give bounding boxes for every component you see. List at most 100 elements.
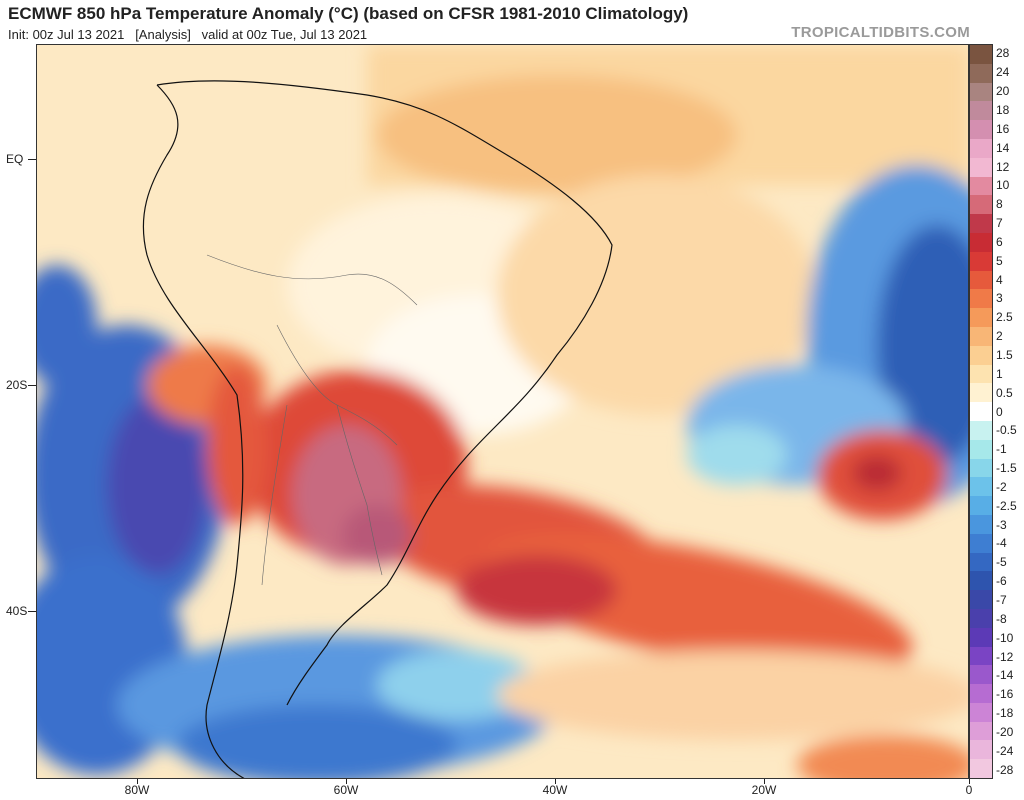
colorbar-swatch [970, 251, 992, 271]
anomaly-map[interactable] [36, 44, 969, 779]
lon-label-20w: 20W [751, 783, 777, 797]
colorbar-swatch [970, 63, 992, 83]
colorbar-label: 3 [996, 291, 1003, 306]
coastlines [142, 80, 613, 778]
colorbar-label: -1 [996, 442, 1007, 457]
colorbar-label: 14 [996, 140, 1010, 155]
colorbar-label: 7 [996, 216, 1003, 231]
map-canvas [37, 45, 968, 778]
colorbar-label: -12 [996, 649, 1014, 664]
colorbar-swatch [970, 364, 992, 384]
colorbar-swatch [970, 684, 992, 703]
colorbar-swatch [970, 138, 992, 158]
lon-tick [555, 779, 556, 784]
lon-tick [137, 779, 138, 784]
colorbar-swatch [970, 176, 992, 196]
colorbar-swatch [970, 326, 992, 346]
init-valid-time: Init: 00z Jul 13 2021 [Analysis] valid a… [8, 27, 368, 42]
colorbar-swatch [970, 590, 992, 609]
lat-tick [28, 385, 36, 386]
colorbar-label: 18 [996, 102, 1010, 117]
colorbar-label: 24 [996, 65, 1010, 80]
lon-label-60w: 60W [333, 783, 359, 797]
colorbar-swatch [970, 232, 992, 252]
colorbar-label: 10 [996, 178, 1010, 193]
colorbar-swatch [970, 608, 992, 628]
colorbar-label: -24 [996, 743, 1014, 758]
colorbar-label: 4 [996, 272, 1003, 287]
colorbar-label: -3 [996, 517, 1007, 532]
colorbar-label: 2 [996, 329, 1003, 344]
lon-label-40w: 40W [542, 783, 568, 797]
colorbar-label: -20 [996, 724, 1014, 739]
colorbar-swatch [970, 759, 992, 779]
country-borders [206, 254, 418, 586]
colorbar-swatch [970, 214, 992, 233]
colorbar-swatch [970, 383, 992, 403]
lat-label-eq: EQ [6, 152, 24, 166]
colorbar-label: 8 [996, 197, 1003, 212]
colorbar-swatch [970, 45, 992, 64]
colorbar-swatch [970, 270, 992, 290]
colorbar-label: 1 [996, 366, 1003, 381]
colorbar-swatch [970, 496, 992, 515]
colorbar-swatch [970, 740, 992, 760]
colorbar-swatch [970, 477, 992, 497]
colorbar-label: -28 [996, 762, 1014, 777]
colorbar-swatch [970, 402, 992, 421]
colorbar-swatch [970, 120, 992, 139]
colorbar-swatch [970, 289, 992, 309]
colorbar-label: 20 [996, 84, 1010, 99]
colorbar-swatch [970, 458, 992, 478]
colorbar-label: -7 [996, 592, 1007, 607]
lat-tick [28, 611, 36, 612]
colorbar-label: -2 [996, 479, 1007, 494]
colorbar-label: 6 [996, 234, 1003, 249]
colorbar-swatch [970, 514, 992, 534]
colorbar-label: 28 [996, 46, 1010, 61]
colorbar-swatch [970, 571, 992, 591]
colorbar-label: -2.5 [996, 498, 1017, 513]
colorbar-label: 5 [996, 253, 1003, 268]
colorbar-label: 2.5 [996, 310, 1013, 325]
colorbar-swatch [970, 345, 992, 365]
lat-label-40s: 40S [6, 604, 28, 618]
colorbar-label: -5 [996, 555, 1007, 570]
colorbar-swatch [970, 665, 992, 685]
colorbar-swatch [970, 308, 992, 327]
colorbar-swatch [970, 439, 992, 459]
colorbar-label: -18 [996, 706, 1014, 721]
lon-tick [346, 779, 347, 784]
colorbar-label: 0.5 [996, 385, 1013, 400]
colorbar-swatch [970, 702, 992, 722]
colorbar-label: 16 [996, 121, 1010, 136]
lon-tick [969, 779, 970, 784]
colorbar-label: -1.5 [996, 461, 1017, 476]
chart-title: ECMWF 850 hPa Temperature Anomaly (°C) (… [8, 4, 689, 23]
colorbar-swatch [970, 552, 992, 572]
colorbar-label: -6 [996, 574, 1007, 589]
colorbar-label: -4 [996, 536, 1007, 551]
colorbar-swatch [970, 646, 992, 666]
lon-label-80w: 80W [124, 783, 150, 797]
lat-label-20s: 20S [6, 378, 28, 392]
colorbar-swatch [970, 82, 992, 102]
colorbar-label: -14 [996, 668, 1014, 683]
lat-tick [28, 159, 36, 160]
colorbar-swatch [970, 721, 992, 741]
lon-label-0: 0 [965, 783, 973, 797]
colorbar-swatch [970, 101, 992, 121]
anomaly-field [37, 45, 968, 778]
colorbar-label: -0.5 [996, 423, 1017, 438]
colorbar-label: -8 [996, 611, 1007, 626]
colorbar-label: 12 [996, 159, 1010, 174]
colorbar-swatch [970, 420, 992, 440]
colorbar-swatch [970, 533, 992, 553]
colorbar [969, 44, 993, 779]
colorbar-swatch [970, 627, 992, 647]
colorbar-label: 1.5 [996, 347, 1013, 362]
colorbar-label: -10 [996, 630, 1014, 645]
colorbar-label: -16 [996, 687, 1014, 702]
site-credit[interactable]: TROPICALTIDBITS.COM [791, 24, 970, 41]
colorbar-swatch [970, 157, 992, 177]
